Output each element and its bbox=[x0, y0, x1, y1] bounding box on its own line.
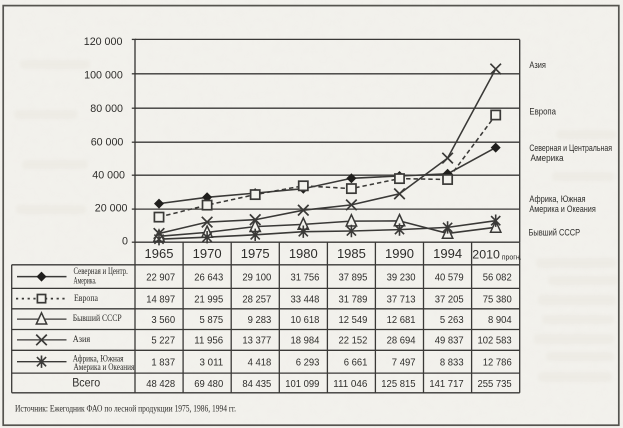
svg-text:120 000: 120 000 bbox=[84, 36, 123, 48]
svg-text:255 735: 255 735 bbox=[478, 379, 512, 390]
svg-text:7 497: 7 497 bbox=[392, 358, 416, 369]
svg-text:5 263: 5 263 bbox=[440, 315, 464, 326]
svg-text:84 435: 84 435 bbox=[242, 379, 271, 390]
svg-text:60 000: 60 000 bbox=[91, 137, 124, 149]
svg-text:31 756: 31 756 bbox=[291, 272, 320, 283]
svg-text:40 000: 40 000 bbox=[92, 170, 125, 182]
svg-text:48 428: 48 428 bbox=[146, 379, 175, 390]
svg-text:31 789: 31 789 bbox=[339, 294, 368, 305]
svg-text:10 618: 10 618 bbox=[291, 315, 320, 326]
svg-text:101 099: 101 099 bbox=[285, 379, 319, 390]
svg-text:1994: 1994 bbox=[433, 246, 462, 261]
svg-text:Европа: Европа bbox=[74, 293, 98, 303]
svg-text:39 230: 39 230 bbox=[387, 272, 416, 283]
svg-text:6 661: 6 661 bbox=[344, 358, 368, 369]
svg-text:5 875: 5 875 bbox=[200, 315, 224, 326]
svg-text:102 583: 102 583 bbox=[478, 336, 512, 347]
svg-text:Азия: Азия bbox=[73, 334, 91, 344]
svg-text:Америка и Океания: Америка и Океания bbox=[529, 204, 595, 214]
svg-text:37 205: 37 205 bbox=[435, 294, 464, 305]
svg-text:14 897: 14 897 bbox=[146, 294, 175, 305]
svg-text:28 257: 28 257 bbox=[242, 294, 271, 305]
svg-text:69 480: 69 480 bbox=[194, 379, 223, 390]
svg-text:22 152: 22 152 bbox=[339, 336, 368, 347]
svg-text:12 681: 12 681 bbox=[387, 315, 416, 326]
svg-text:Северная и Центральная: Северная и Центральная bbox=[529, 143, 612, 153]
svg-text:Африка, Южная: Африка, Южная bbox=[73, 353, 124, 363]
svg-text:100 000: 100 000 bbox=[84, 69, 123, 81]
svg-text:33 448: 33 448 bbox=[291, 294, 320, 305]
svg-text:5 227: 5 227 bbox=[151, 336, 175, 347]
svg-text:прогн.: прогн. bbox=[502, 254, 522, 261]
svg-text:1990: 1990 bbox=[385, 246, 414, 261]
svg-text:141 717: 141 717 bbox=[429, 379, 463, 390]
svg-text:18 984: 18 984 bbox=[291, 336, 320, 347]
svg-text:Северная и Центр.: Северная и Центр. bbox=[74, 266, 128, 276]
svg-text:Европа: Европа bbox=[529, 107, 556, 117]
svg-text:21 995: 21 995 bbox=[194, 294, 223, 305]
svg-text:80 000: 80 000 bbox=[90, 103, 123, 115]
svg-text:3 560: 3 560 bbox=[151, 315, 175, 326]
svg-text:37 713: 37 713 bbox=[387, 294, 416, 305]
svg-text:Бывший СССР: Бывший СССР bbox=[529, 228, 581, 238]
svg-text:1985: 1985 bbox=[337, 246, 366, 261]
svg-text:2010: 2010 bbox=[472, 248, 500, 262]
svg-text:1975: 1975 bbox=[241, 246, 270, 261]
svg-text:56 082: 56 082 bbox=[483, 272, 512, 283]
svg-text:Америка.: Америка. bbox=[74, 276, 97, 286]
svg-text:Америка и Океания: Америка и Океания bbox=[74, 362, 136, 372]
svg-text:Америка: Америка bbox=[531, 153, 564, 163]
svg-text:3 011: 3 011 bbox=[200, 358, 224, 369]
svg-text:111 046: 111 046 bbox=[333, 379, 367, 390]
svg-text:8 904: 8 904 bbox=[488, 315, 512, 326]
svg-text:37 895: 37 895 bbox=[339, 272, 368, 283]
svg-text:Источник: Ежегодник ФАО по лес: Источник: Ежегодник ФАО по лесной продук… bbox=[15, 404, 236, 415]
svg-text:Африка, Южная: Африка, Южная bbox=[529, 194, 585, 204]
svg-text:1965: 1965 bbox=[145, 246, 174, 261]
svg-text:29 100: 29 100 bbox=[242, 272, 271, 283]
svg-text:13 377: 13 377 bbox=[242, 336, 271, 347]
svg-text:4 418: 4 418 bbox=[248, 358, 272, 369]
svg-text:22 907: 22 907 bbox=[146, 272, 175, 283]
svg-text:0: 0 bbox=[122, 236, 128, 248]
svg-text:1 837: 1 837 bbox=[151, 358, 175, 369]
svg-text:Азия: Азия bbox=[529, 60, 546, 70]
svg-text:Всего: Всего bbox=[72, 375, 100, 389]
svg-text:11 956: 11 956 bbox=[194, 336, 223, 347]
svg-text:40 579: 40 579 bbox=[435, 272, 464, 283]
svg-text:12 549: 12 549 bbox=[339, 315, 368, 326]
svg-text:26 643: 26 643 bbox=[194, 272, 223, 283]
svg-text:1970: 1970 bbox=[193, 246, 222, 261]
svg-text:75 380: 75 380 bbox=[483, 294, 512, 305]
svg-text:9 283: 9 283 bbox=[248, 315, 272, 326]
svg-text:12 786: 12 786 bbox=[483, 358, 512, 369]
svg-text:1980: 1980 bbox=[289, 246, 318, 261]
svg-text:Бывший СССР: Бывший СССР bbox=[73, 313, 122, 323]
svg-text:28 694: 28 694 bbox=[387, 336, 416, 347]
svg-text:20 000: 20 000 bbox=[95, 203, 128, 215]
svg-text:8 833: 8 833 bbox=[440, 358, 464, 369]
svg-text:125 815: 125 815 bbox=[381, 379, 415, 390]
svg-text:6 293: 6 293 bbox=[296, 358, 320, 369]
svg-text:49 837: 49 837 bbox=[435, 336, 464, 347]
